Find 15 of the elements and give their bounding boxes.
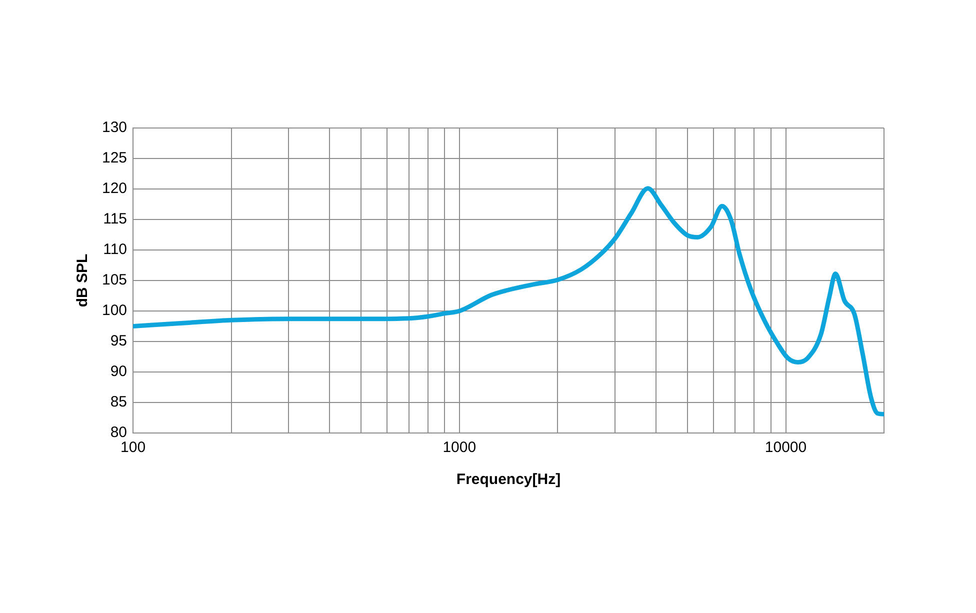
y-tick-label: 80 [110,424,128,442]
y-tick-label: 115 [103,210,128,228]
y-axis-title: dB SPL [74,254,92,308]
y-tick-label: 95 [110,332,128,350]
y-tick-label: 105 [102,272,128,289]
y-tick-label: 110 [103,241,128,258]
y-tick-label: 90 [110,363,128,380]
x-axis-title: Frequency[Hz] [456,471,561,488]
y-tick-label: 125 [102,150,128,167]
y-tick-label: 120 [102,180,128,198]
x-tick-label: 10000 [764,439,807,456]
y-tick-label: 85 [110,394,128,411]
y-tick-label: 100 [102,302,128,320]
x-tick-label: 1000 [442,439,476,456]
y-tick-label: 130 [102,119,128,136]
